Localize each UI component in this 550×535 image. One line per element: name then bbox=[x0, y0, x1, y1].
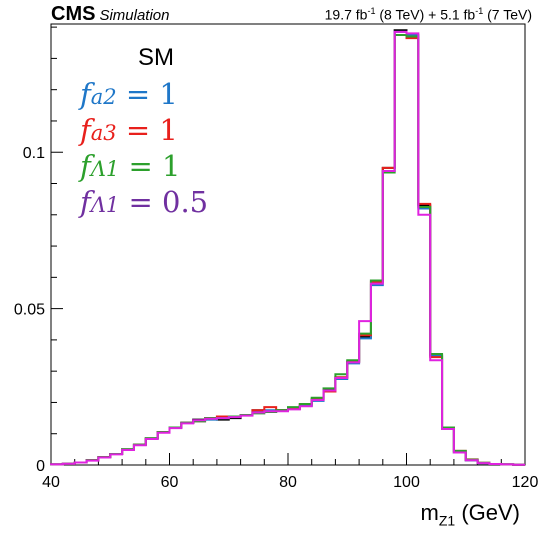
legend-flambda1-half-sub: Λ1 bbox=[90, 193, 120, 217]
legend-fa3-rel: = 1 bbox=[116, 113, 178, 147]
x-tick-label: 120 bbox=[512, 474, 539, 491]
legend-fa3-sub: a3 bbox=[90, 121, 117, 145]
legend-flambda1-sub: Λ1 bbox=[90, 157, 120, 181]
legend-fa2-sub: a2 bbox=[90, 85, 117, 109]
x-tick-label: 100 bbox=[393, 474, 420, 491]
lumi-8tev-sup: -1 bbox=[367, 6, 376, 16]
y-tick-label: 0.05 bbox=[14, 302, 45, 319]
experiment-label: CMS Simulation bbox=[51, 3, 170, 26]
x-axis-label: mZ1 (GeV) bbox=[421, 500, 520, 528]
x-tick-label: 60 bbox=[161, 474, 179, 491]
legend-flambda1-symbol: f bbox=[80, 149, 91, 183]
x-tick-label: 80 bbox=[279, 474, 297, 491]
legend-fa3: fa3 = 1 bbox=[80, 112, 208, 148]
tick-labels: 40 60 80 100 120 0 0.05 0.1 bbox=[14, 145, 539, 491]
lumi-8tev-energy: (8 TeV) + bbox=[375, 6, 441, 23]
legend-flambda1-half-symbol: f bbox=[80, 185, 91, 219]
legend-fa2-symbol: f bbox=[80, 77, 91, 111]
legend-flambda1-rel: = 1 bbox=[119, 149, 181, 183]
luminosity-label: 19.7 fb-1 (8 TeV) + 5.1 fb-1 (7 TeV) bbox=[325, 6, 532, 23]
legend-flambda1-half-rel: = 0.5 bbox=[119, 185, 209, 219]
lumi-7tev-value: 5.1 fb bbox=[440, 6, 476, 23]
legend-fa2: fa2 = 1 bbox=[80, 76, 208, 112]
legend-sm: SM bbox=[138, 44, 174, 71]
lumi-7tev-energy: (7 TeV) bbox=[483, 6, 532, 23]
y-tick-label: 0 bbox=[36, 458, 45, 475]
cms-title: CMS bbox=[51, 3, 96, 25]
lumi-7tev-sup: -1 bbox=[475, 6, 484, 16]
y-tick-label: 0.1 bbox=[23, 145, 45, 162]
lumi-8tev-value: 19.7 fb bbox=[324, 6, 368, 23]
x-axis-label-sub: Z1 bbox=[438, 512, 456, 529]
legend-fa3-symbol: f bbox=[80, 113, 91, 147]
x-axis-label-unit: (GeV) bbox=[455, 500, 520, 525]
legend: SM fa2 = 1 fa3 = 1 fΛ1 = 1 fΛ1 = 0.5 bbox=[80, 40, 208, 220]
legend-flambda1: fΛ1 = 1 bbox=[80, 148, 208, 184]
legend-fa2-rel: = 1 bbox=[116, 77, 178, 111]
legend-flambda1-half: fΛ1 = 0.5 bbox=[80, 184, 208, 220]
x-tick-label: 40 bbox=[42, 474, 60, 491]
x-axis-label-main: m bbox=[420, 500, 439, 525]
simulation-tag: Simulation bbox=[99, 7, 170, 24]
histogram-series-4 bbox=[50, 30, 525, 466]
series-layer bbox=[50, 29, 525, 466]
